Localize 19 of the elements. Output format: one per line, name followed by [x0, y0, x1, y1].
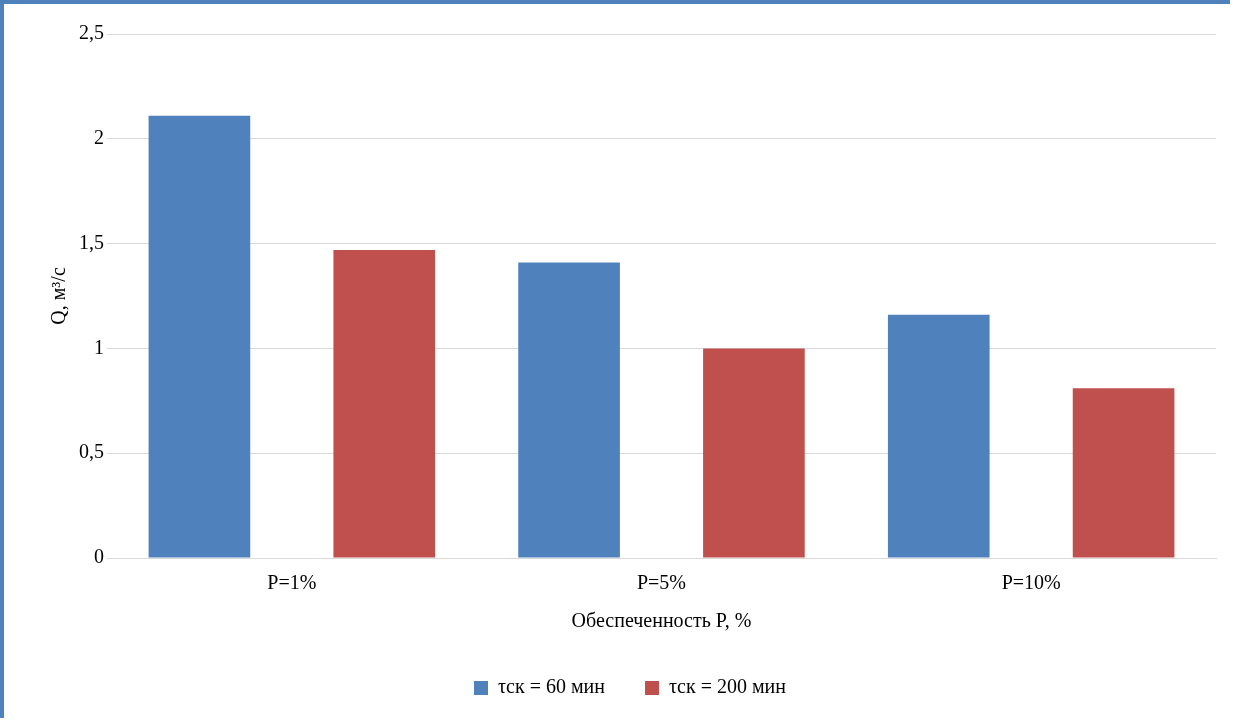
- bar: [148, 115, 251, 558]
- y-tick-label: 0: [94, 545, 104, 568]
- y-tick-label: 0,5: [79, 440, 104, 463]
- y-axis-title: Q, м³/с: [47, 267, 70, 325]
- y-tick-label: 2: [94, 126, 104, 149]
- y-tick-label: 1: [94, 335, 104, 358]
- bar: [333, 249, 436, 558]
- legend-label: τск = 200 мин: [669, 675, 787, 698]
- bar: [887, 314, 990, 558]
- x-tick-label: P=5%: [636, 571, 687, 594]
- x-tick-label: P=1%: [267, 571, 317, 594]
- bar: [1072, 388, 1175, 558]
- x-axis-title: Обеспеченность P, %: [571, 609, 752, 632]
- legend-label: τск = 60 мин: [498, 675, 606, 698]
- y-tick-label: 2,5: [79, 21, 104, 44]
- bar: [518, 262, 620, 558]
- x-tick-label: P=10%: [1001, 571, 1061, 594]
- y-tick-label: 1,5: [79, 230, 104, 253]
- bar: [703, 348, 805, 558]
